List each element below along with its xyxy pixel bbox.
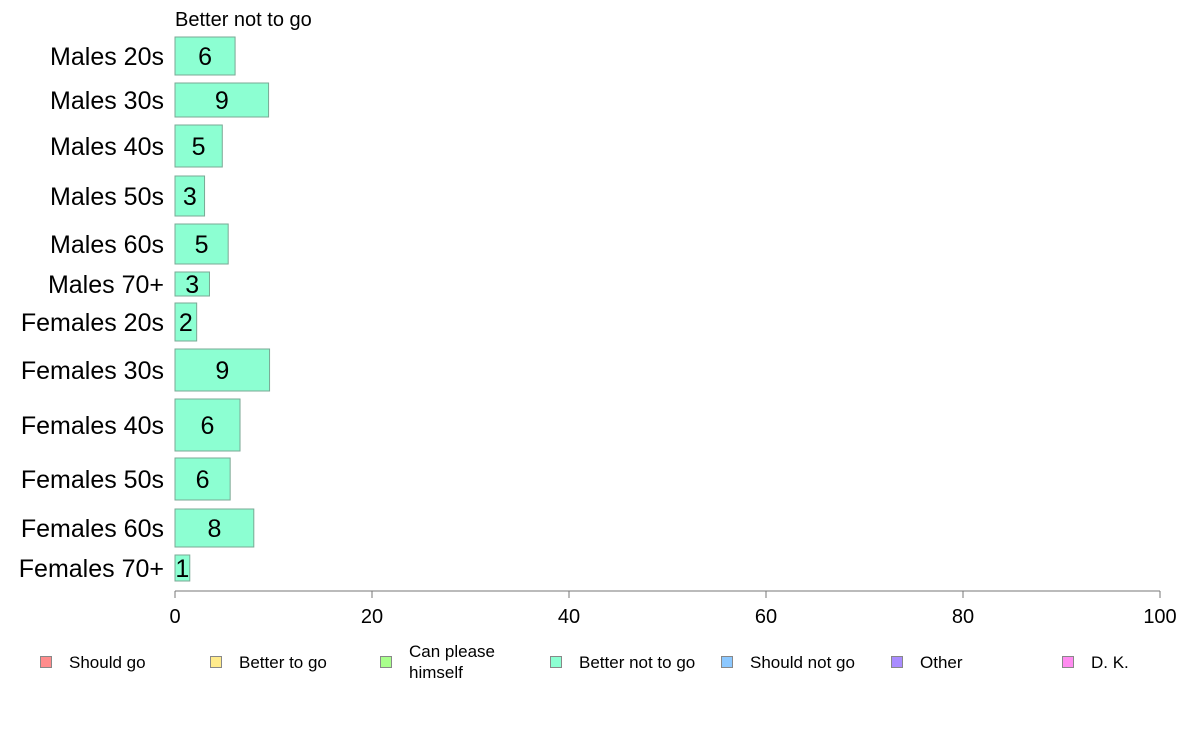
legend-item: D. K. xyxy=(1062,640,1129,684)
legend-item: Can please himself xyxy=(380,640,509,684)
category-label: Females 50s xyxy=(21,466,164,494)
category-label: Males 30s xyxy=(50,87,164,115)
chart-area: Better not to go 6 Males 20s 9 Males 30s 5 Ma… xyxy=(19,9,1177,628)
bar-value-label: 9 xyxy=(215,357,229,385)
bar-value-label: 6 xyxy=(198,43,212,71)
legend-item: Should go xyxy=(40,640,146,684)
bar-value-label: 3 xyxy=(185,271,199,299)
legend-swatch xyxy=(40,656,52,668)
legend-label: D. K. xyxy=(1091,652,1129,672)
x-axis: 0 20 40 60 80 100 xyxy=(169,590,1177,628)
legend-label: Can please himself xyxy=(409,642,496,682)
category-label: Males 20s xyxy=(50,43,164,71)
bar-3 xyxy=(174,175,206,217)
bar-10 xyxy=(174,508,255,548)
legend-label: Other xyxy=(920,652,963,672)
x-tick-label: 40 xyxy=(558,606,580,628)
legend-item: Better not to go xyxy=(550,640,695,684)
legend-swatch xyxy=(210,656,222,668)
category-label: Females 60s xyxy=(21,515,164,543)
bar-value-label: 5 xyxy=(192,133,206,161)
x-tick-label: 20 xyxy=(361,606,383,628)
legend-label: Better to go xyxy=(239,652,327,672)
legend-item: Should not go xyxy=(721,640,855,684)
bar-2 xyxy=(174,124,223,168)
x-tick-label: 60 xyxy=(755,606,777,628)
bar-value-label: 1 xyxy=(175,555,189,583)
category-label: Males 40s xyxy=(50,133,164,161)
category-label: Females 20s xyxy=(21,309,164,337)
bars-group: 6 Males 20s 9 Males 30s 5 Males 40s 3 Males 50s… xyxy=(19,36,271,583)
bar-4 xyxy=(174,223,229,265)
bar-value-label: 6 xyxy=(201,412,215,440)
bar-7 xyxy=(174,348,271,392)
bar-0 xyxy=(174,36,236,76)
category-label: Males 70+ xyxy=(48,271,164,299)
x-tick-label: 0 xyxy=(169,606,180,628)
bar-8 xyxy=(174,398,241,452)
legend-label: Should go xyxy=(69,652,146,672)
category-label: Females 30s xyxy=(21,357,164,385)
legend: Should go Better to go Can please himself B… xyxy=(0,640,1188,700)
x-tick-label: 80 xyxy=(952,606,974,628)
bar-1 xyxy=(174,82,270,118)
category-label: Females 70+ xyxy=(19,555,164,583)
bar-value-label: 2 xyxy=(179,309,193,337)
bar-value-label: 3 xyxy=(183,183,197,211)
legend-swatch xyxy=(721,656,733,668)
bar-5 xyxy=(174,271,210,297)
bar-11 xyxy=(174,554,191,582)
x-tick-label: 100 xyxy=(1143,606,1176,628)
chart-title: Better not to go xyxy=(175,9,312,31)
bar-value-label: 8 xyxy=(207,515,221,543)
legend-swatch xyxy=(891,656,903,668)
legend-item: Other xyxy=(891,640,963,684)
bar-6 xyxy=(174,302,198,342)
bar-value-label: 5 xyxy=(195,231,209,259)
legend-item: Better to go xyxy=(210,640,327,684)
bar-value-label: 9 xyxy=(215,87,229,115)
bar-9 xyxy=(174,457,231,501)
category-label: Males 50s xyxy=(50,183,164,211)
bar-value-label: 6 xyxy=(196,466,210,494)
category-label: Males 60s xyxy=(50,231,164,259)
legend-swatch xyxy=(1062,656,1074,668)
legend-label: Should not go xyxy=(750,652,855,672)
legend-swatch xyxy=(550,656,562,668)
category-label: Females 40s xyxy=(21,412,164,440)
legend-swatch xyxy=(380,656,392,668)
legend-label: Better not to go xyxy=(579,652,696,672)
